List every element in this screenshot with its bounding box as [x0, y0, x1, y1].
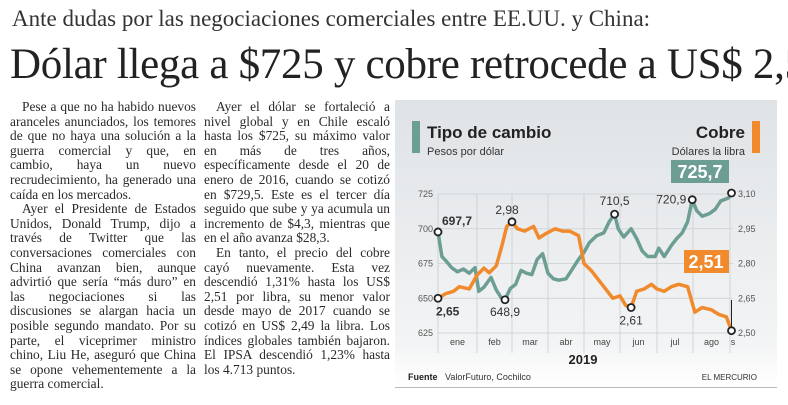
data-point-marker: [687, 195, 697, 205]
article-kicker: Ante dudas por las negociaciones comerci…: [12, 6, 651, 31]
y-left-tick: 700: [418, 224, 433, 234]
x-tick: s: [731, 337, 736, 347]
y-left-tick: 675: [418, 259, 433, 269]
data-point-marker: [433, 227, 443, 237]
dolar-last-marker: [727, 188, 736, 198]
cobre-highlight-box: [684, 250, 729, 273]
paragraph: En tanto, el precio del cobre cayó nueva…: [204, 244, 390, 377]
title-left: Tipo de cambio: [427, 123, 551, 142]
x-tick: may: [593, 337, 611, 347]
paragraph: Ayer el dólar se fortaleció a nivel glob…: [204, 99, 390, 246]
data-label: 2,65: [436, 304, 460, 318]
data-label: 710,5: [600, 194, 630, 208]
chart: Tipo de cambio Pesos por dólar Cobre Dól…: [408, 121, 760, 382]
cobre-last-marker: [727, 326, 736, 336]
paragraph: Ayer el Presidente de Estados Unidos, Do…: [10, 201, 196, 392]
y-left-tick: 650: [418, 293, 433, 303]
data-label: 2,98: [495, 203, 519, 217]
data-label: 720,9: [656, 193, 686, 207]
paragraph: Pese a que no ha habido nuevos aranceles…: [10, 99, 196, 202]
data-label: 697,7: [442, 214, 472, 228]
dolar-highlight-value: 725,7: [677, 162, 722, 182]
data-label: 648,9: [490, 305, 520, 319]
data-point-marker: [507, 217, 517, 227]
data-point-marker: [610, 209, 620, 219]
cobre-line: [437, 220, 734, 332]
y-left-tick: 625: [418, 328, 433, 338]
subtitle-left: Pesos por dólar: [427, 146, 504, 158]
y-right-tick: 3,10: [738, 189, 756, 199]
y-right-tick: 2,80: [738, 259, 756, 269]
data-label: 2,61: [619, 314, 643, 328]
title-right: Cobre: [696, 123, 745, 142]
data-point-marker: [433, 293, 443, 303]
cobre-highlight-value: 2,51: [688, 252, 723, 272]
dolar-highlight-box: [671, 160, 729, 183]
x-tick: abr: [559, 337, 572, 347]
chart-panel: Tipo de cambio Pesos por dólar Cobre Dól…: [395, 100, 777, 388]
x-axis-label: 2019: [569, 352, 598, 367]
x-tick: jul: [669, 337, 679, 347]
y-right-tick: 2,65: [738, 293, 756, 303]
dolar-line: [436, 192, 733, 302]
x-tick: ago: [704, 337, 719, 347]
dolar-legend-bar: [412, 121, 420, 153]
article-column-2: Ayer el dólar se fortaleció a nivel glob…: [204, 99, 390, 377]
x-tick: mar: [522, 337, 538, 347]
subtitle-right: Dólares la libra: [672, 146, 746, 158]
y-right-tick: 2,95: [738, 224, 756, 234]
source-text: ValorFuturo, Cochilco: [445, 372, 531, 382]
data-point-marker: [626, 303, 636, 312]
x-tick: feb: [488, 337, 501, 347]
cobre-legend-bar: [752, 121, 760, 153]
credit: EL MERCURIO: [702, 373, 757, 382]
data-point-marker: [500, 295, 510, 305]
article-headline: Dólar llega a $725 y cobre retrocede a U…: [10, 41, 788, 88]
y-left-tick: 725: [418, 189, 433, 199]
x-tick: ene: [450, 337, 465, 347]
y-right-tick: 2,50: [738, 328, 756, 338]
article-column-1: Pese a que no ha habido nuevos aranceles…: [10, 99, 196, 392]
x-tick: jun: [631, 337, 644, 347]
source-label: Fuente: [408, 372, 438, 382]
